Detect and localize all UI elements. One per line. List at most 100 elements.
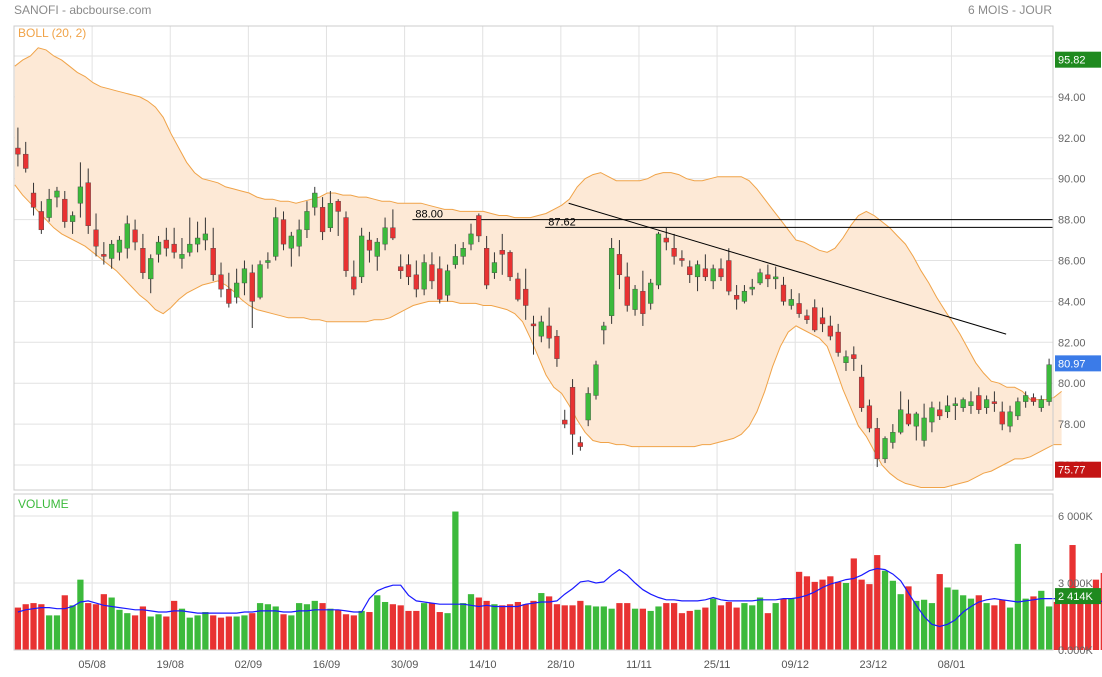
volume-badge-bg [1055, 588, 1101, 605]
volume-tick-label: 0.000K [1058, 645, 1094, 657]
candle [726, 248, 732, 296]
candle-body [234, 282, 240, 298]
candle-body [374, 241, 380, 257]
volume-bar [1092, 579, 1100, 650]
candle-body [624, 276, 630, 306]
candle-body [476, 215, 482, 237]
candle-body [773, 276, 779, 280]
candle-body [640, 290, 646, 314]
volume-bar [1022, 598, 1029, 650]
candle [812, 299, 818, 333]
volume-bar [389, 604, 397, 650]
volume-bar [733, 607, 740, 650]
volume-bar [499, 605, 506, 650]
volume-bar [69, 605, 76, 650]
volume-bar [14, 607, 22, 650]
candle [523, 268, 529, 320]
candle [702, 254, 708, 281]
candle-body [1023, 395, 1029, 402]
candle-body [444, 270, 451, 296]
candle-body [484, 248, 490, 286]
level-label: 88.00 [415, 209, 443, 221]
candle [585, 387, 591, 427]
volume-badge-text: 2 414K [1058, 591, 1094, 603]
volume-bar [483, 600, 490, 650]
candle-body [1046, 364, 1052, 402]
candle [194, 221, 201, 253]
value-badges: 95.82 80.97 75.77 2 414K [1055, 51, 1101, 605]
candle-body [694, 264, 701, 278]
volume-bar [850, 558, 857, 650]
volume-tick-label: 3 000K [1058, 578, 1094, 590]
volume-bar [374, 595, 381, 650]
volume-bar [717, 605, 725, 650]
volume-bar [569, 605, 576, 650]
price-panel-frame [13, 25, 1054, 491]
candle [116, 235, 123, 261]
candle-body [577, 442, 583, 447]
price-tick-label: 86.00 [1058, 256, 1086, 268]
volume-bar [124, 613, 131, 650]
candle [257, 260, 263, 300]
candle [507, 250, 513, 281]
volume-bar [592, 606, 600, 650]
candle [366, 231, 373, 263]
candle-body [499, 250, 505, 255]
candle [835, 323, 841, 357]
candle-body [15, 147, 21, 155]
candle-body [491, 262, 498, 273]
volume-bar [506, 604, 514, 650]
candle-body [812, 307, 818, 331]
volume-bar [678, 613, 686, 650]
candle-body [866, 405, 873, 429]
candle-body [382, 227, 388, 245]
volume-bar [694, 609, 701, 650]
volume-bar [428, 603, 436, 650]
volume-bar [702, 607, 709, 650]
candle-body [788, 299, 794, 306]
candle [62, 190, 68, 228]
volume-bar [108, 597, 115, 650]
candle-body [468, 233, 474, 245]
candle [866, 399, 873, 433]
volume-bar [319, 603, 326, 650]
volume-bar [1006, 607, 1014, 650]
candle [663, 227, 669, 251]
horizontal-levels: 88.00 87.62 [412, 209, 1053, 228]
candle [991, 391, 998, 412]
volume-bar [631, 608, 639, 650]
candle [335, 199, 341, 236]
candle [968, 391, 974, 414]
price-badge-last-bg [1055, 355, 1101, 372]
candle [234, 268, 240, 304]
candle [398, 254, 404, 279]
candle-body [593, 364, 599, 396]
candle [608, 238, 615, 324]
candle [468, 223, 474, 251]
volume-bar [210, 615, 217, 650]
volume-bar [53, 615, 61, 650]
trend-line[interactable] [568, 202, 1007, 335]
candle [960, 397, 966, 412]
panel-frames [13, 25, 1054, 651]
candle [819, 307, 826, 333]
candle [1046, 358, 1052, 406]
volume-bar [960, 595, 967, 650]
volume-bar [522, 604, 529, 650]
candle-body [905, 413, 912, 425]
volume-bar [530, 600, 537, 650]
volume-bars [14, 511, 1102, 650]
volume-bar [616, 603, 623, 650]
volume-moving-average [17, 567, 1102, 628]
bollinger-upper-line [14, 47, 1062, 401]
candle [390, 209, 396, 241]
bollinger-band [14, 47, 1062, 488]
candle [804, 309, 810, 324]
volume-bar [264, 604, 272, 650]
volume-bar [577, 600, 584, 650]
volume-bar [897, 594, 904, 650]
candle [132, 219, 138, 251]
candle-body [413, 274, 419, 290]
volume-bar [725, 601, 732, 650]
